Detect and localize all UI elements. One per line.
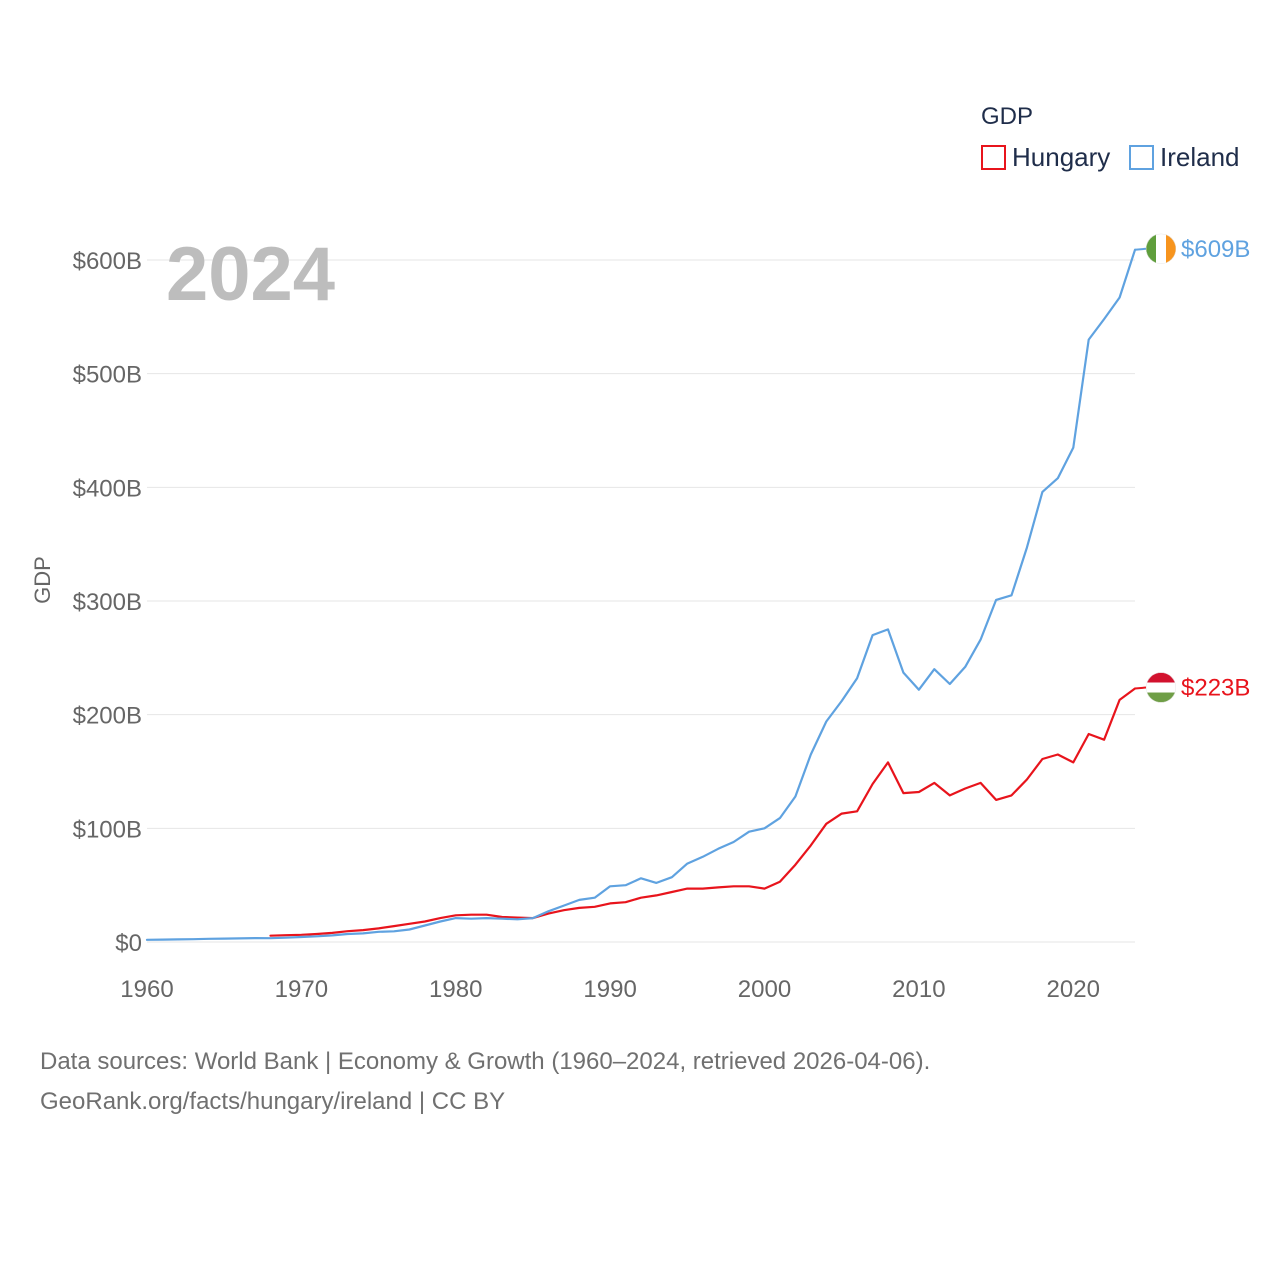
footer-link[interactable]: GeoRank.org/facts/hungary/ireland | CC B… — [40, 1088, 506, 1115]
year-label: 2024 — [166, 232, 335, 317]
x-tick-label-2: 1980 — [429, 976, 482, 1003]
series-lines — [145, 248, 1137, 941]
y-tick-label-1: $100B — [73, 816, 142, 843]
x-tick-label-1: 1970 — [275, 976, 328, 1003]
legend: GDP Hungary Ireland — [981, 103, 1240, 172]
series-line-hungary — [269, 687, 1137, 937]
y-tick-label-3: $300B — [73, 589, 142, 616]
x-tick-label-3: 1990 — [583, 976, 636, 1003]
legend-label-ireland: Ireland — [1160, 142, 1240, 172]
ireland-flag-icon — [1146, 233, 1176, 264]
end-value-label-ireland: $609B — [1181, 236, 1250, 263]
end-connector-hungary — [1134, 686, 1147, 690]
legend-item-ireland[interactable]: Ireland — [1129, 142, 1240, 172]
y-tick-label-4: $400B — [73, 475, 142, 502]
legend-item-hungary[interactable]: Hungary — [981, 142, 1110, 172]
hungary-flag-icon — [1146, 672, 1176, 703]
legend-label-hungary: Hungary — [1012, 142, 1110, 172]
x-tick-label-6: 2020 — [1047, 976, 1100, 1003]
grid-lines — [147, 259, 1135, 943]
y-tick-label-2: $200B — [73, 703, 142, 730]
y-tick-label-0: $0 — [115, 930, 142, 957]
end-markers: $223B $609B — [1134, 233, 1250, 703]
y-axis-label: GDP — [30, 556, 55, 604]
x-tick-label-4: 2000 — [738, 976, 791, 1003]
y-axis-ticks: $0 $100B $200B $300B $400B $500B $600B — [73, 248, 142, 957]
x-tick-label-0: 1960 — [120, 976, 173, 1003]
footer-sources: Data sources: World Bank | Economy & Gro… — [40, 1048, 931, 1075]
x-axis-ticks: 1960 1970 1980 1990 2000 2010 2020 — [120, 976, 1100, 1003]
legend-title: GDP — [981, 103, 1033, 130]
y-tick-label-5: $500B — [73, 362, 142, 389]
end-connector-ireland — [1134, 247, 1147, 251]
series-line-ireland — [145, 248, 1137, 941]
footer: Data sources: World Bank | Economy & Gro… — [40, 1042, 930, 1122]
end-value-label-hungary: $223B — [1181, 675, 1250, 702]
x-tick-label-5: 2010 — [892, 976, 945, 1003]
legend-swatch-ireland — [1129, 145, 1154, 170]
legend-swatch-hungary — [981, 145, 1006, 170]
y-tick-label-6: $600B — [73, 248, 142, 275]
